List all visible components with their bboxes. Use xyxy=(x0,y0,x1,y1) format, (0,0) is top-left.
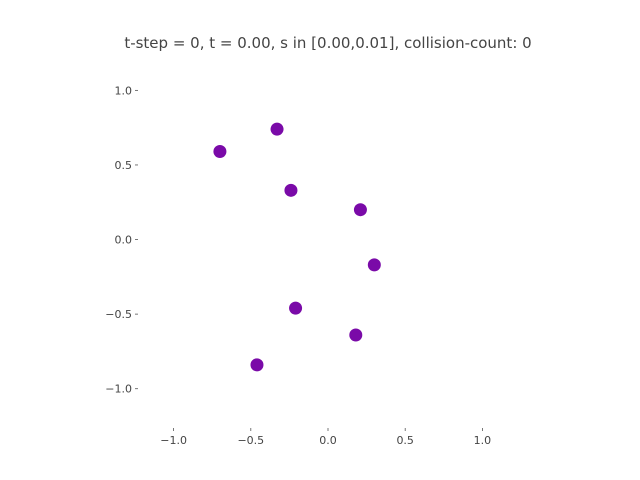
x-axis: −1.0 −0.5 0.0 0.5 1.0 xyxy=(160,428,491,447)
data-point xyxy=(270,122,284,136)
data-point xyxy=(284,183,298,197)
data-point xyxy=(213,145,227,159)
y-tick-label: −0.5 xyxy=(105,308,132,321)
data-point xyxy=(367,258,381,272)
y-tick-label: −1.0 xyxy=(105,383,132,396)
x-tick-label: 0.0 xyxy=(319,434,337,447)
y-tick-label: 1.0 xyxy=(115,84,133,97)
scatter-points xyxy=(213,122,381,372)
x-tick-label: 0.5 xyxy=(396,434,414,447)
chart-title: t-step = 0, t = 0.00, s in [0.00,0.01], … xyxy=(124,34,531,52)
data-point xyxy=(250,358,264,372)
y-axis: 1.0 0.5 0.0 −0.5 −1.0 xyxy=(105,84,138,396)
data-point xyxy=(349,328,363,342)
x-tick-label: −1.0 xyxy=(160,434,187,447)
y-tick-label: 0.5 xyxy=(115,159,133,172)
data-point xyxy=(289,301,303,315)
y-tick-label: 0.0 xyxy=(115,234,133,247)
x-tick-label: −0.5 xyxy=(237,434,264,447)
x-tick-label: 1.0 xyxy=(474,434,492,447)
data-point xyxy=(353,203,367,217)
